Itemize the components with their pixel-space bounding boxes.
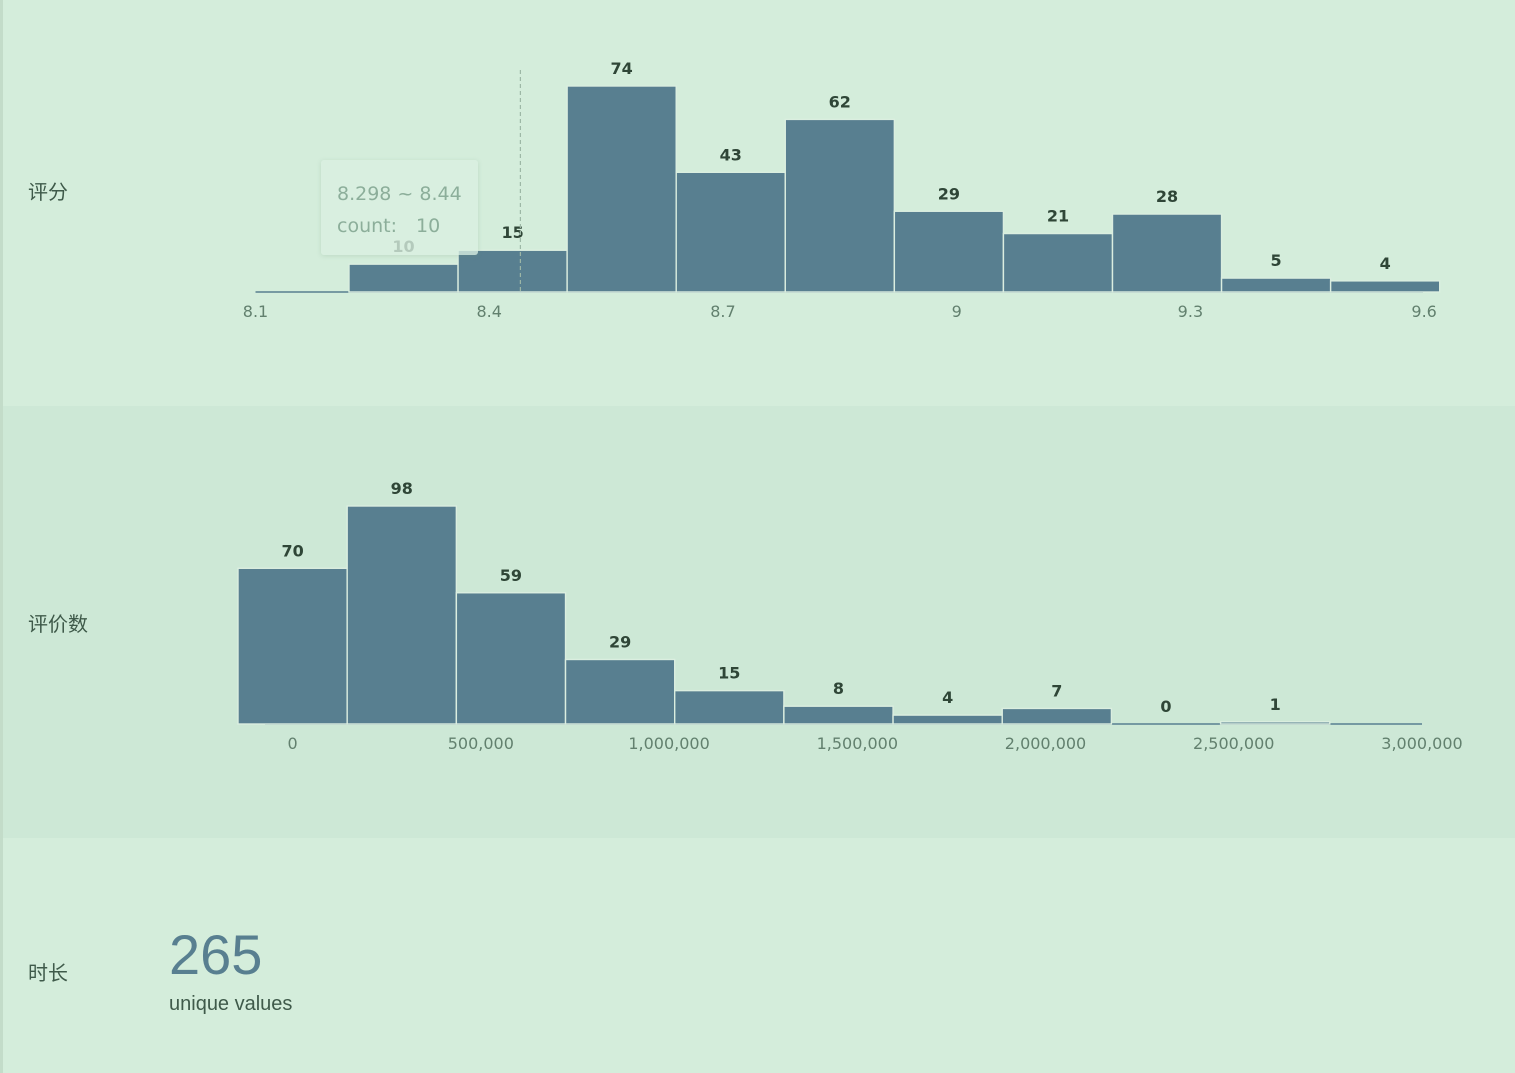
bar-value-label: 4 bbox=[1380, 254, 1391, 273]
tooltip-range: 8.298 ~ 8.44 bbox=[337, 183, 462, 205]
x-tick-label: 500,000 bbox=[448, 734, 514, 753]
x-tick-label: 1,000,000 bbox=[628, 734, 709, 753]
field-label-duration: 时长 bbox=[28, 961, 68, 985]
x-tick-label: 9.3 bbox=[1178, 302, 1203, 321]
bar-value-label: 1 bbox=[1270, 695, 1281, 714]
histogram-bar[interactable] bbox=[892, 714, 1003, 725]
histogram-bar[interactable] bbox=[784, 118, 896, 293]
unique-values-count: 265 bbox=[169, 923, 263, 986]
bar-value-label: 29 bbox=[938, 184, 960, 203]
x-tick-label: 9.6 bbox=[1411, 302, 1436, 321]
bar-value-label: 43 bbox=[720, 145, 742, 164]
x-tick-label: 8.1 bbox=[243, 302, 268, 321]
tooltip-count: count: 10 bbox=[337, 210, 462, 242]
bar-value-label: 15 bbox=[501, 223, 523, 242]
histogram-bar[interactable] bbox=[564, 658, 676, 725]
histogram-bar[interactable] bbox=[1329, 280, 1441, 293]
x-tick-label: 0 bbox=[287, 734, 297, 753]
bar-value-label: 74 bbox=[611, 59, 633, 78]
bar-value-label: 4 bbox=[942, 688, 953, 707]
histogram-bar[interactable] bbox=[1001, 707, 1113, 725]
histogram-bar[interactable] bbox=[674, 689, 785, 725]
x-tick-label: 8.4 bbox=[476, 302, 501, 321]
x-tick-label: 2,500,000 bbox=[1193, 734, 1274, 753]
bar-value-label: 59 bbox=[500, 566, 522, 585]
field-row-duration: 时长 265 unique values bbox=[3, 838, 1515, 1073]
left-border bbox=[0, 0, 3, 1073]
bar-value-label: 98 bbox=[391, 479, 413, 498]
histogram-bar[interactable] bbox=[675, 171, 786, 293]
bar-value-label: 29 bbox=[609, 632, 631, 651]
bar-value-label: 5 bbox=[1271, 251, 1282, 270]
field-row-review-count: 评价数 70 98 59 29 15 8 4 7 0 1 0 500,000 1,000,000 1,50… bbox=[3, 406, 1515, 838]
x-tick-label: 2,000,000 bbox=[1005, 734, 1086, 753]
histogram-bar[interactable] bbox=[566, 85, 677, 293]
x-tick-label: 3,000,000 bbox=[1381, 734, 1462, 753]
histogram-bar[interactable] bbox=[1219, 721, 1331, 725]
histogram-bar[interactable] bbox=[457, 249, 568, 293]
bar-value-label: 21 bbox=[1047, 207, 1069, 226]
x-tick-label: 9 bbox=[952, 302, 962, 321]
bar-value-label: 8 bbox=[833, 679, 844, 698]
chart-tooltip: 8.298 ~ 8.44 count: 10 bbox=[321, 160, 478, 255]
histogram-bar[interactable] bbox=[783, 705, 894, 725]
x-tick-label: 8.7 bbox=[710, 302, 735, 321]
histogram-bar[interactable] bbox=[455, 592, 567, 725]
field-row-rating: 评分 10 15 74 43 62 29 21 28 5 4 8.1 8.4 8.7 9 9.3 9.6 8.… bbox=[3, 0, 1515, 406]
x-tick-label: 1,500,000 bbox=[817, 734, 898, 753]
histogram-bar[interactable] bbox=[1111, 213, 1223, 293]
histogram-bar[interactable] bbox=[237, 567, 348, 725]
histogram-bar[interactable] bbox=[348, 263, 459, 293]
bar-value-label: 0 bbox=[1160, 697, 1171, 716]
bar-value-label: 70 bbox=[281, 541, 303, 560]
rating-histogram[interactable]: 10 15 74 43 62 29 21 28 5 4 8.1 8.4 8.7 9 9.3 9.6 bbox=[3, 0, 1515, 406]
bar-value-label: 28 bbox=[1156, 187, 1178, 206]
histogram-bar[interactable] bbox=[893, 210, 1005, 293]
tooltip-count-value: 10 bbox=[416, 215, 441, 237]
bar-value-label: 62 bbox=[829, 92, 851, 111]
bar-value-label: 15 bbox=[718, 664, 740, 683]
histogram-bar[interactable] bbox=[1220, 277, 1332, 293]
histogram-bar[interactable] bbox=[1002, 232, 1114, 293]
histogram-bar[interactable] bbox=[346, 505, 458, 725]
field-label-review-count: 评价数 bbox=[28, 612, 88, 636]
unique-values-caption: unique values bbox=[169, 993, 293, 1015]
bar-value-label: 7 bbox=[1051, 681, 1062, 700]
tooltip-count-label: count: bbox=[337, 215, 398, 237]
field-label-rating: 评分 bbox=[28, 180, 68, 204]
